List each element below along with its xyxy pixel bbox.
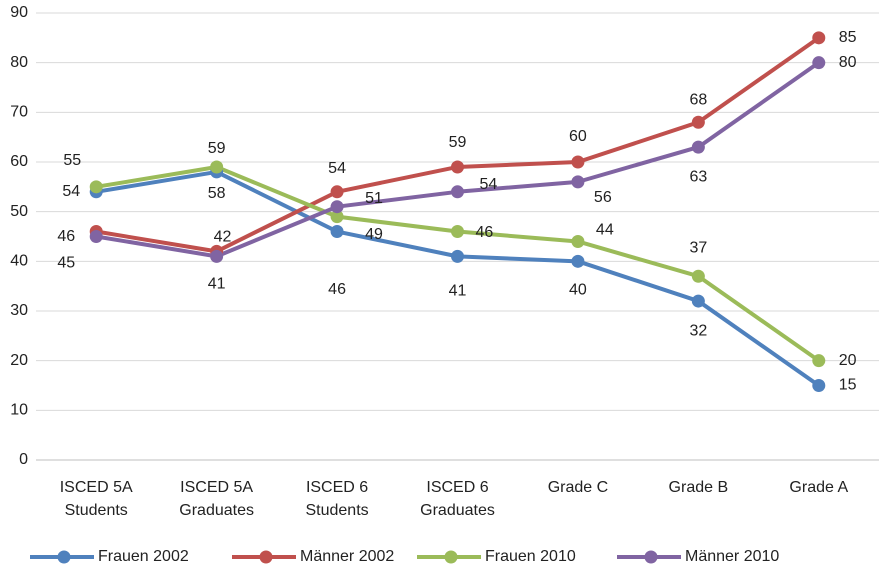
data-label: 58	[208, 185, 226, 202]
data-label: 32	[689, 322, 707, 339]
data-label: 15	[839, 377, 857, 394]
y-tick-label: 90	[10, 4, 28, 21]
legend-marker	[259, 550, 273, 564]
point	[451, 225, 464, 239]
point	[210, 160, 224, 174]
data-label: 85	[839, 29, 857, 46]
y-tick-label: 20	[10, 352, 28, 369]
data-label: 80	[839, 54, 857, 71]
point	[571, 155, 585, 169]
legend-label: Männer 2002	[300, 548, 394, 565]
y-tick-label: 0	[19, 451, 28, 468]
point	[691, 140, 705, 154]
point	[451, 160, 464, 174]
data-label: 68	[689, 91, 707, 108]
point	[330, 185, 344, 199]
data-label: 41	[208, 276, 226, 293]
y-tick-label: 50	[10, 203, 28, 220]
data-label: 40	[569, 282, 587, 299]
data-label: 59	[208, 140, 226, 157]
point	[330, 210, 344, 224]
x-tick-label: ISCED 6 Graduates	[420, 479, 495, 519]
data-label: 51	[365, 190, 383, 207]
point	[691, 115, 705, 129]
x-tick-label: Grade B	[668, 479, 729, 496]
legend-label: Männer 2010	[685, 548, 779, 565]
point	[89, 180, 103, 194]
data-label: 54	[480, 176, 498, 193]
point	[691, 269, 705, 283]
point	[691, 294, 705, 308]
series-line	[95, 169, 820, 388]
data-label: 49	[365, 226, 383, 243]
point	[812, 56, 826, 70]
legend-marker	[57, 550, 71, 564]
data-label: 41	[449, 283, 467, 300]
data-label: 54	[328, 160, 346, 177]
y-tick-label: 70	[10, 104, 28, 121]
point	[451, 249, 464, 263]
y-tick-label: 30	[10, 302, 28, 319]
point	[451, 185, 464, 199]
legend-label: Frauen 2002	[98, 548, 189, 565]
data-label: 63	[689, 168, 707, 185]
x-tick-label: Grade A	[789, 479, 849, 496]
data-label: 42	[214, 229, 232, 246]
x-tick-label: ISCED 5A Graduates	[179, 479, 254, 519]
legend-label: Frauen 2010	[485, 548, 576, 565]
point	[812, 31, 826, 45]
data-label: 56	[594, 189, 612, 206]
data-label: 60	[569, 128, 587, 145]
point	[330, 225, 344, 239]
data-label: 59	[449, 134, 467, 151]
point	[89, 230, 103, 243]
x-tick-label: ISCED 5A Students	[59, 479, 133, 519]
point	[812, 379, 826, 392]
data-label: 46	[328, 281, 346, 298]
x-tick-label: ISCED 6 Students	[305, 479, 369, 519]
y-tick-label: 40	[10, 253, 28, 270]
point	[812, 354, 826, 368]
data-label: 46	[476, 224, 494, 241]
data-label: 45	[57, 255, 75, 272]
point	[571, 175, 585, 189]
y-tick-label: 80	[10, 54, 28, 71]
data-label: 37	[689, 239, 707, 256]
legend-marker	[444, 550, 458, 564]
point	[330, 200, 344, 214]
y-tick-label: 60	[10, 153, 28, 170]
point	[210, 249, 224, 263]
y-tick-label: 10	[10, 402, 28, 419]
data-label: 46	[57, 228, 75, 245]
x-tick-label: Grade C	[547, 479, 609, 496]
data-label: 55	[63, 152, 81, 169]
data-label: 20	[839, 352, 857, 369]
data-label: 44	[596, 222, 614, 239]
point	[571, 234, 585, 248]
legend-marker	[644, 550, 658, 564]
point	[571, 254, 585, 268]
data-label: 54	[62, 183, 80, 200]
